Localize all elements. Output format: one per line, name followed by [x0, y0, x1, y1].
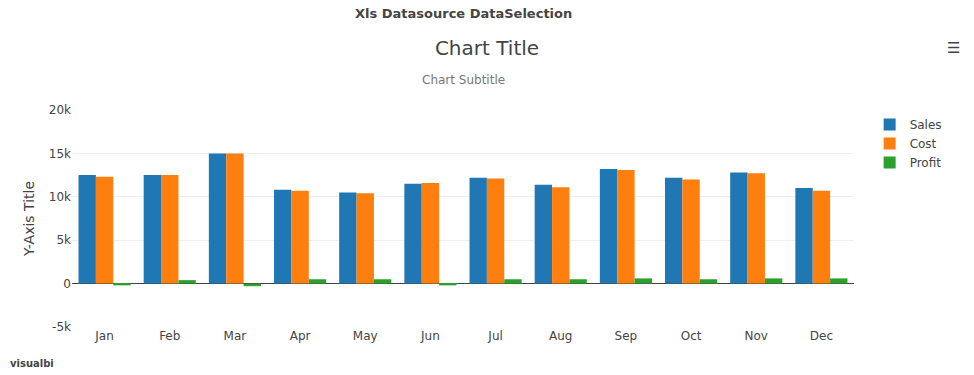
- svg-text:15k: 15k: [49, 147, 71, 161]
- svg-text:Nov: Nov: [745, 329, 768, 343]
- svg-text:Chart Subtitle: Chart Subtitle: [422, 73, 505, 87]
- svg-text:Xls Datasource DataSelection: Xls Datasource DataSelection: [355, 6, 572, 21]
- svg-text:May: May: [353, 329, 378, 343]
- svg-text:Jun: Jun: [420, 329, 440, 343]
- svg-text:10k: 10k: [49, 190, 71, 204]
- svg-text:Cost: Cost: [910, 137, 937, 151]
- svg-text:5k: 5k: [56, 233, 71, 247]
- svg-text:Feb: Feb: [159, 329, 180, 343]
- svg-text:20k: 20k: [49, 103, 71, 117]
- svg-text:Sales: Sales: [910, 118, 942, 132]
- svg-text:Aug: Aug: [549, 329, 572, 343]
- svg-text:Sep: Sep: [615, 329, 638, 343]
- svg-text:Jan: Jan: [94, 329, 114, 343]
- svg-text:0: 0: [63, 277, 71, 291]
- svg-text:Apr: Apr: [290, 329, 311, 343]
- svg-text:-5k: -5k: [52, 320, 71, 334]
- svg-text:visualbi: visualbi: [10, 358, 54, 369]
- svg-text:Oct: Oct: [681, 329, 702, 343]
- svg-text:Chart Title: Chart Title: [435, 36, 539, 60]
- svg-text:Mar: Mar: [224, 329, 247, 343]
- svg-text:☰: ☰: [947, 39, 960, 57]
- svg-text:Jul: Jul: [487, 329, 502, 343]
- svg-text:Y-Axis Title: Y-Axis Title: [21, 181, 37, 257]
- svg-text:Dec: Dec: [810, 329, 833, 343]
- svg-text:Profit: Profit: [910, 156, 942, 170]
